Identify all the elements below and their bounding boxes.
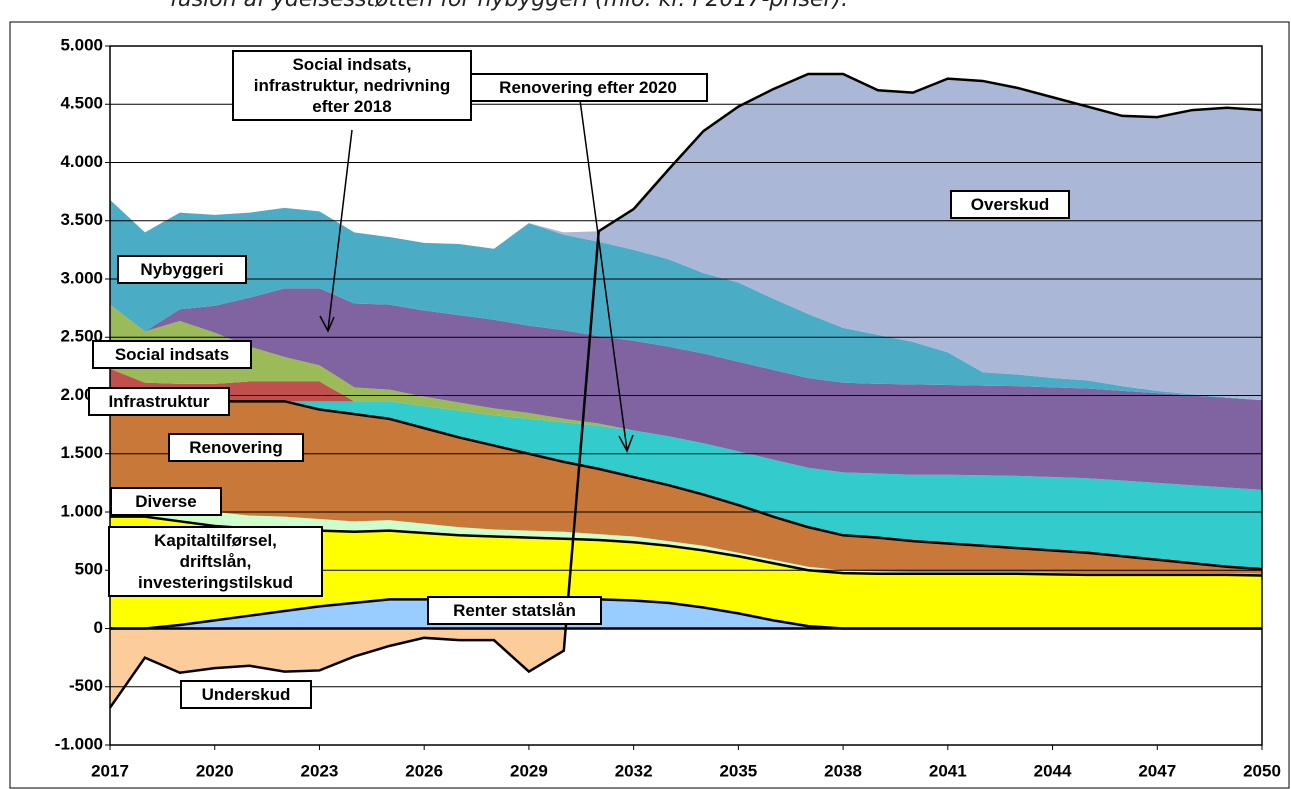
series-label: Social indsats: [92, 340, 252, 369]
arrow: [327, 129, 353, 331]
x-tick-label: 2050: [1243, 761, 1281, 780]
area: [110, 199, 1262, 401]
y-tick-label: 1.000: [60, 501, 103, 520]
x-tick-label: 2044: [1034, 761, 1072, 780]
x-tick-label: 2047: [1138, 761, 1176, 780]
series-label: Kapitaltilførsel, driftslån, investering…: [108, 526, 323, 597]
y-tick-label: 5.000: [60, 35, 103, 54]
series-label: Renter statslån: [427, 596, 602, 625]
series-label: Underskud: [180, 680, 312, 709]
series-label: Social indsats, infrastruktur, nedrivnin…: [232, 50, 472, 121]
y-tick-label: 4.000: [60, 152, 103, 171]
y-tick-label: -1.000: [55, 734, 103, 753]
x-tick-label: 2026: [405, 761, 443, 780]
area: [110, 73, 1262, 708]
x-tick-label: 2017: [91, 761, 129, 780]
x-tick-label: 2038: [824, 761, 862, 780]
arrow-head: [319, 315, 335, 333]
arrow-head: [618, 434, 634, 453]
x-tick-label: 2023: [301, 761, 339, 780]
series-label: Diverse: [110, 487, 222, 516]
y-tick-label: 500: [75, 560, 103, 579]
arrow: [579, 99, 628, 451]
area: [110, 516, 1262, 629]
series-label: Renovering: [168, 433, 304, 462]
chart-title: fusion af ydelsesstøtten for nybyggeri (…: [170, 0, 848, 12]
y-tick-label: 3.500: [60, 210, 103, 229]
area-outline: [108, 72, 1263, 709]
series-label: Renovering efter 2020: [468, 73, 708, 102]
y-tick-label: -500: [69, 676, 103, 695]
y-tick-label: 4.500: [60, 94, 103, 113]
area: [110, 599, 1262, 629]
x-tick-label: 2035: [719, 761, 757, 780]
area: [110, 73, 1262, 401]
chart-frame: [9, 21, 1290, 789]
x-tick-label: 2020: [196, 761, 234, 780]
series-label: Nybyggeri: [117, 255, 247, 284]
x-tick-label: 2032: [615, 761, 653, 780]
y-tick-label: 1.500: [60, 443, 103, 462]
x-tick-label: 2029: [510, 761, 548, 780]
area: [110, 288, 1262, 490]
y-tick-label: 0: [94, 618, 103, 637]
area: [110, 401, 1262, 574]
series-label: Overskud: [950, 190, 1070, 219]
area: [110, 401, 1262, 570]
y-tick-label: 3.000: [60, 268, 103, 287]
area-outline: [110, 400, 1263, 571]
x-tick-label: 2041: [929, 761, 967, 780]
series-label: Infrastruktur: [88, 387, 230, 416]
